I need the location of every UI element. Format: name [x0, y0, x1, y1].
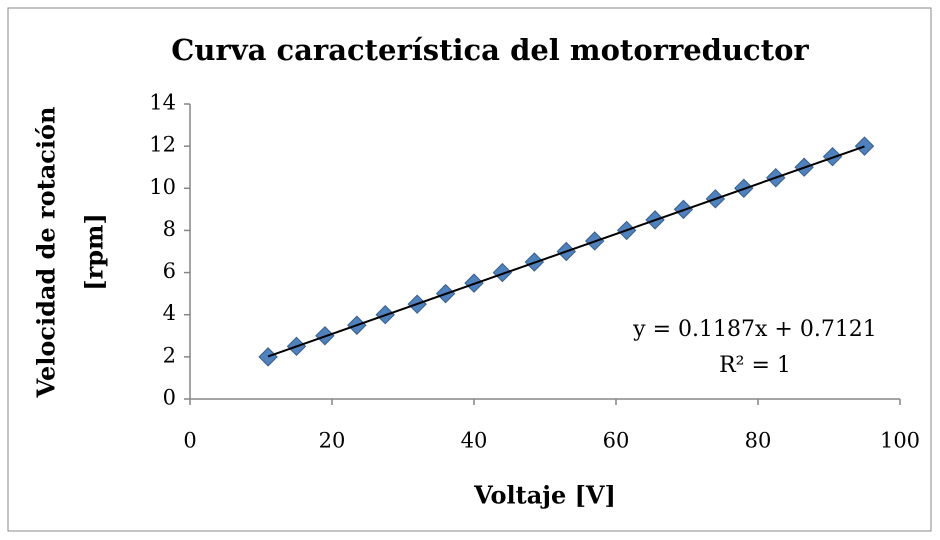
y-axis-label: [rpm]: [80, 213, 109, 291]
trendline-equation: y = 0.1187x + 0.7121: [632, 317, 877, 342]
chart-title: Curva característica del motorreductor: [171, 33, 809, 67]
x-axis-label: Voltaje [V]: [473, 481, 616, 510]
chart-border: [7, 7, 932, 532]
trendline: [267, 145, 865, 358]
y-axis-label: Velocidad de rotación: [32, 107, 61, 399]
y-tick-label: 6: [163, 259, 176, 283]
data-point: [492, 262, 513, 283]
x-tick-label: 20: [319, 429, 346, 453]
y-tick-label: 10: [149, 175, 176, 199]
x-tick-label: 0: [183, 429, 196, 453]
y-tick-label: 2: [163, 343, 176, 367]
y-tick-label: 8: [163, 217, 176, 241]
x-tick-label: 80: [745, 429, 772, 453]
y-tick-label: 14: [149, 91, 176, 115]
y-tick-label: 0: [163, 386, 176, 410]
data-point: [854, 136, 875, 156]
y-tick-label: 4: [163, 301, 176, 325]
trendline-r2: R² = 1: [719, 353, 791, 378]
x-tick-label: 40: [461, 429, 488, 453]
y-tick-label: 12: [149, 133, 176, 157]
x-tick-label: 100: [880, 429, 920, 453]
x-tick-label: 60: [603, 429, 630, 453]
